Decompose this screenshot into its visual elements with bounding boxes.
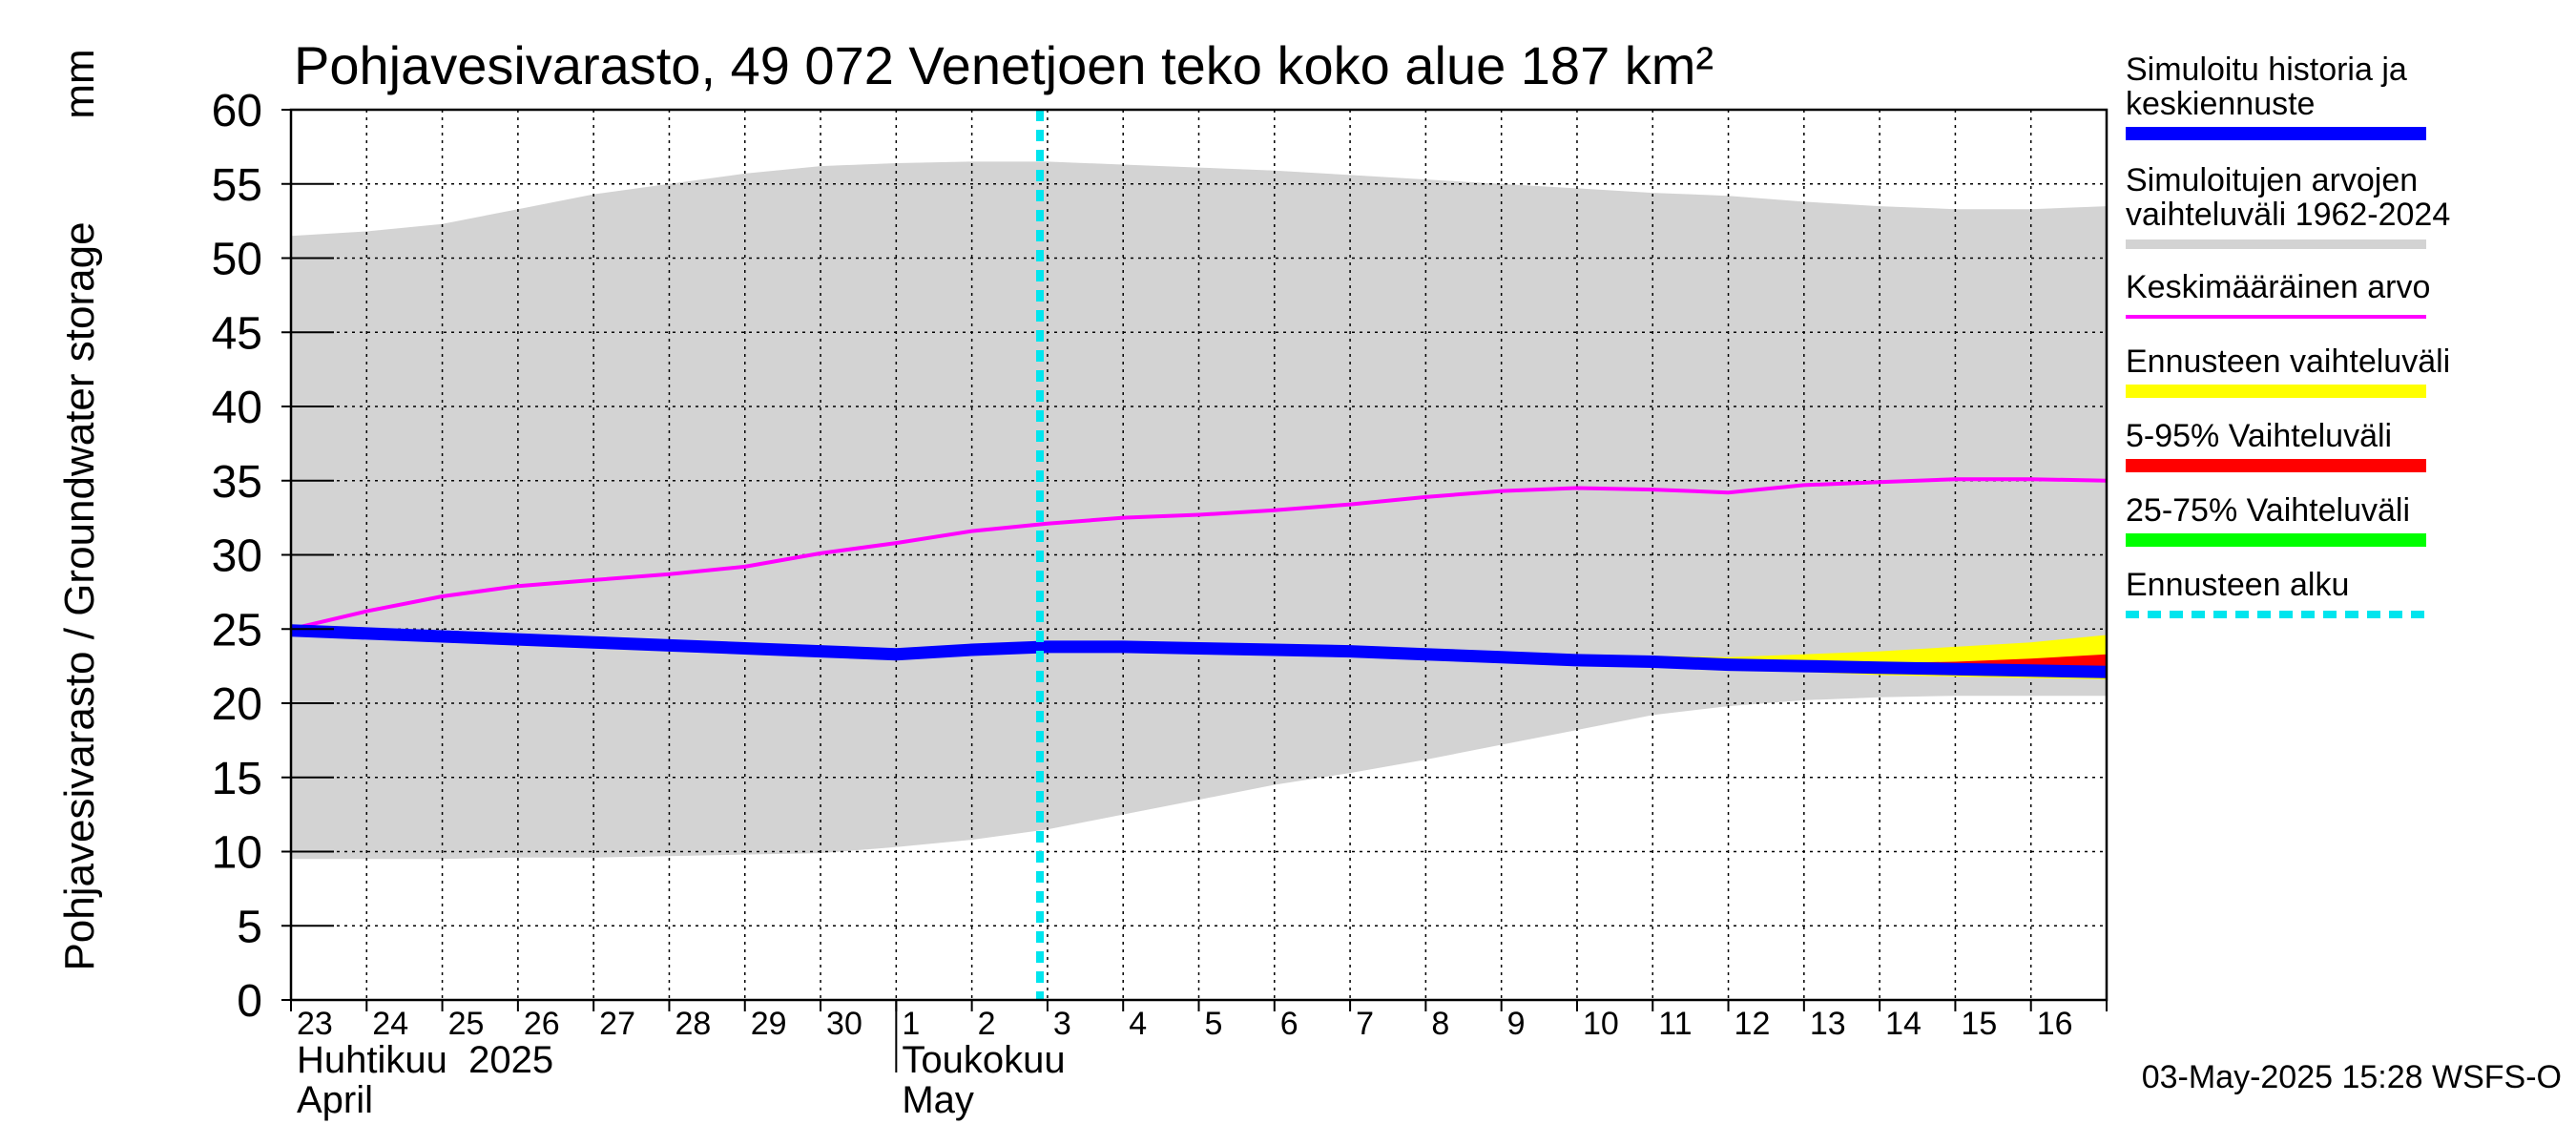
- x-tick-label: 2: [978, 1006, 996, 1042]
- x-tick-label: 30: [826, 1006, 862, 1042]
- legend-forecast-range-label: Ennusteen vaihteluväli: [2126, 344, 2450, 380]
- x-tick-label: 4: [1129, 1006, 1147, 1042]
- month-label-en: May: [902, 1079, 974, 1121]
- x-tick-label: 1: [902, 1006, 920, 1042]
- y-tick-label: 35: [212, 457, 262, 508]
- x-tick-label: 26: [524, 1006, 560, 1042]
- x-tick-label: 6: [1280, 1006, 1298, 1042]
- y-tick-label: 15: [212, 754, 262, 804]
- simulated-history-line: [291, 624, 2107, 678]
- y-tick-label: 60: [212, 86, 262, 136]
- x-tick-label: 27: [599, 1006, 635, 1042]
- legend-p5-95-label: 5-95% Vaihteluväli: [2126, 418, 2392, 454]
- y-tick-label: 50: [212, 235, 262, 285]
- month-label-en: April: [297, 1079, 373, 1121]
- legend-forecast-start-label: Ennusteen alku: [2126, 567, 2349, 603]
- x-tick-label: 7: [1356, 1006, 1374, 1042]
- legend-simulated-history-label: Simuloitu historia ja: [2126, 52, 2407, 88]
- x-tick-label: 10: [1583, 1006, 1619, 1042]
- grid-layer: [291, 110, 2107, 1000]
- y-tick-label: 40: [212, 383, 262, 433]
- mean-value-line: [291, 477, 2107, 632]
- x-tick-label: 11: [1658, 1006, 1692, 1042]
- y-axis-unit: mm: [56, 49, 103, 118]
- legend-historical-range-label: Simuloitujen arvojen: [2126, 162, 2418, 198]
- x-tick-label: 28: [675, 1006, 711, 1042]
- x-tick-label: 9: [1507, 1006, 1526, 1042]
- historical-range-band: [291, 161, 2107, 860]
- band-layer: [291, 161, 2107, 860]
- month-label-fi: Huhtikuu 2025: [297, 1039, 553, 1081]
- month-label-fi: Toukokuu: [902, 1039, 1065, 1081]
- x-tick-label: 23: [297, 1006, 333, 1042]
- line-layer: [291, 110, 2107, 1000]
- x-tick-label: 16: [2037, 1006, 2073, 1042]
- y-tick-label: 55: [212, 160, 262, 211]
- y-tick-label: 20: [212, 679, 262, 730]
- x-tick-label: 14: [1885, 1006, 1922, 1042]
- timestamp: 03-May-2025 15:28 WSFS-O: [2142, 1059, 2562, 1095]
- y-tick-label: 45: [212, 308, 262, 359]
- y-tick-label: 30: [212, 531, 262, 582]
- x-tick-label: 12: [1735, 1006, 1771, 1042]
- legend-p25-75-label: 25-75% Vaihteluväli: [2126, 492, 2410, 529]
- y-tick-label: 0: [237, 976, 262, 1027]
- y-axis-label: Pohjavesivarasto / Groundwater storage: [56, 221, 103, 970]
- chart-title: Pohjavesivarasto, 49 072 Venetjoen teko …: [294, 35, 1714, 95]
- x-tick-label: 13: [1810, 1006, 1846, 1042]
- x-tick-label: 8: [1431, 1006, 1449, 1042]
- legend-simulated-history-label: keskiennuste: [2126, 86, 2315, 122]
- x-tick-label: 15: [1961, 1006, 1997, 1042]
- y-tick-label: 5: [237, 902, 262, 952]
- x-tick-label: 29: [751, 1006, 787, 1042]
- y-tick-label: 25: [212, 605, 262, 656]
- y-tick-label: 10: [212, 828, 262, 879]
- x-tick-label: 5: [1205, 1006, 1223, 1042]
- legend-mean-value-label: Keskimääräinen arvo: [2126, 269, 2430, 305]
- x-tick-label: 25: [448, 1006, 485, 1042]
- x-tick-label: 24: [372, 1006, 408, 1042]
- legend-historical-range-label: vaihteluväli 1962-2024: [2126, 197, 2450, 233]
- x-tick-label: 3: [1053, 1006, 1071, 1042]
